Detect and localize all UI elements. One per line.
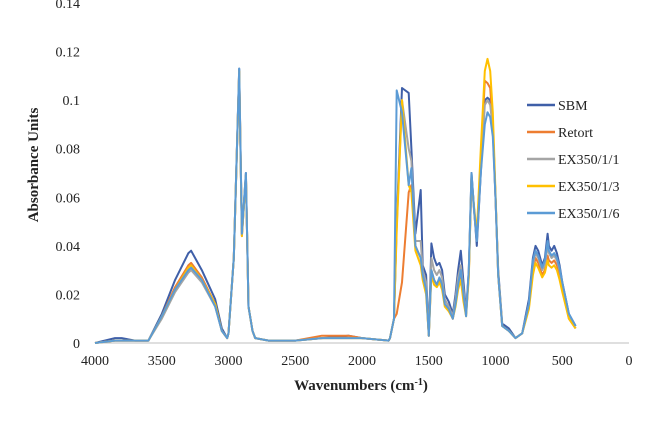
x-tick-label: 1500	[415, 354, 443, 369]
y-tick-label: 0	[73, 337, 80, 352]
y-tick-label: 0.04	[56, 240, 81, 255]
y-tick-label: 0.06	[56, 191, 81, 206]
series-line-ex350-1-6	[94, 67, 577, 344]
x-tick-label: 3500	[148, 354, 176, 369]
x-tick-label: 2000	[348, 354, 376, 369]
x-tick-label: 1000	[482, 354, 510, 369]
y-tick-label: 0.08	[56, 143, 81, 158]
x-tick-label: 3000	[215, 354, 243, 369]
series-line-sbm	[94, 67, 577, 344]
legend-label: EX350/1/6	[558, 207, 619, 222]
legend-label: EX350/1/1	[558, 153, 619, 168]
x-tick-label: 0	[626, 354, 633, 369]
y-tick-label: 0.02	[56, 288, 81, 303]
legend: SBM Retort EX350/1/1 EX350/1/3 EX350/1/6	[527, 99, 619, 222]
x-axis-title: Wavenumbers (cm-1)	[294, 377, 428, 395]
series-lines	[94, 57, 577, 344]
legend-label: SBM	[558, 99, 588, 114]
y-tick-label: 0.14	[56, 0, 81, 12]
x-tick-label: 2500	[281, 354, 309, 369]
y-tick-label: 0.12	[56, 46, 81, 61]
y-tick-labels: 0 0.02 0.04 0.06 0.08 0.1 0.12 0.14	[56, 0, 81, 352]
x-tick-label: 4000	[81, 354, 109, 369]
legend-label: EX350/1/3	[558, 180, 619, 195]
x-tick-label: 500	[552, 354, 573, 369]
x-tick-labels: 4000 3500 3000 2500 2000 1500 1000 500 0	[81, 354, 633, 369]
y-tick-label: 0.1	[63, 94, 81, 109]
legend-label: Retort	[558, 126, 593, 141]
y-axis-title: Absorbance Units	[26, 108, 42, 223]
